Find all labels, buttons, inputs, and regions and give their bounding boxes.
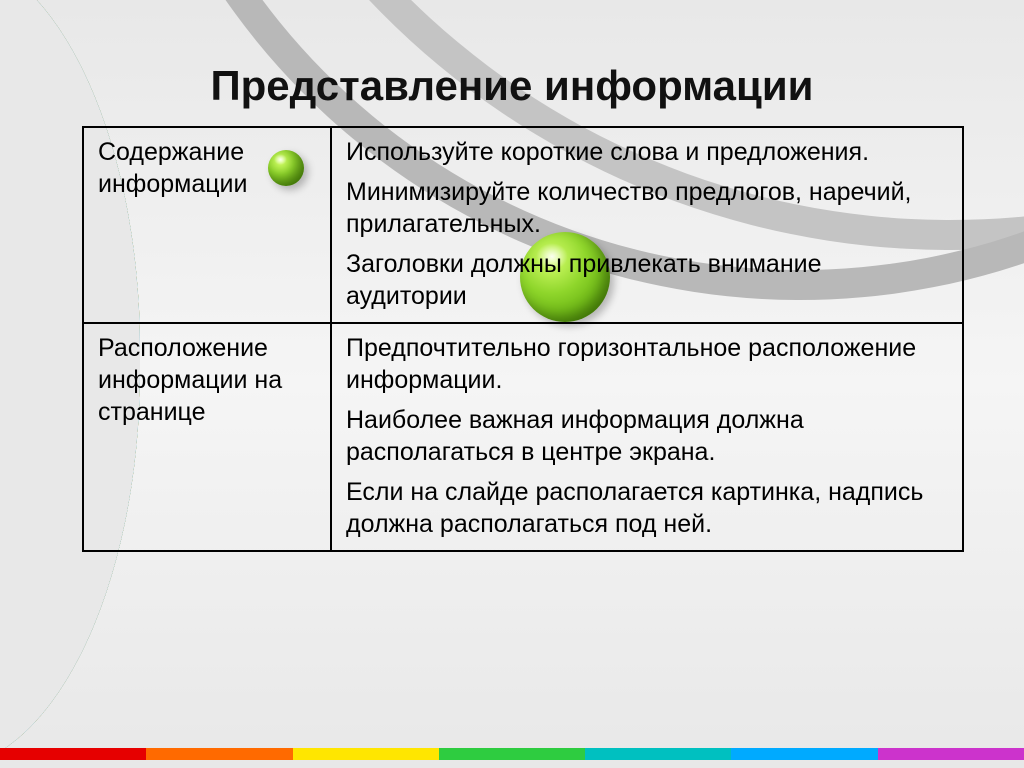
slide: Представление информации Содержание инфо… [0,0,1024,768]
table-row: Содержание информации Используйте коротк… [83,127,963,323]
paragraph: Предпочтительно горизонтальное расположе… [346,332,948,396]
slide-title: Представление информации [0,62,1024,110]
content-table: Содержание информации Используйте коротк… [82,126,964,552]
paragraph: Наиболее важная информация должна распол… [346,404,948,468]
paragraph: Минимизируйте количество предлогов, наре… [346,176,948,240]
table-row: Расположение информации на странице Пред… [83,323,963,551]
paragraph: Заголовки должны привлекать внимание ауд… [346,248,948,312]
row-content: Используйте короткие слова и предложения… [331,127,963,323]
row-content: Предпочтительно горизонтальное расположе… [331,323,963,551]
paragraph: Используйте короткие слова и предложения… [346,136,948,168]
row-label: Расположение информации на странице [83,323,331,551]
rainbow-bottom-bar [0,748,1024,760]
paragraph: Если на слайде располагается картинка, н… [346,476,948,540]
row-label: Содержание информации [83,127,331,323]
